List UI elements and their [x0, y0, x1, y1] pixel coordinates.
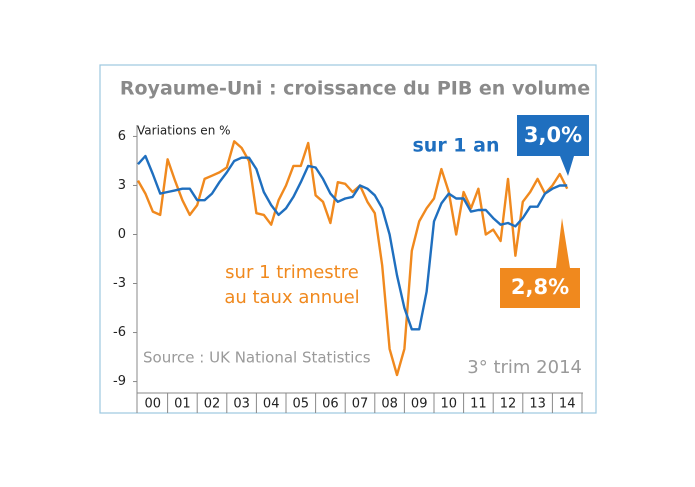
- x-tick-label: 09: [411, 397, 428, 412]
- x-tick-label: 03: [233, 397, 250, 412]
- series-line: [137, 154, 568, 331]
- callout-box: [500, 218, 580, 308]
- x-tick-label: 08: [381, 397, 398, 412]
- series-label: au taux annuel: [224, 287, 359, 308]
- x-tick-label: 05: [293, 397, 310, 412]
- x-tick-label: 14: [559, 397, 576, 412]
- x-tick-label: 00: [145, 397, 162, 412]
- x-tick-label: 07: [352, 397, 369, 412]
- x-tick-label: 06: [322, 397, 339, 412]
- callout-box: [517, 115, 589, 176]
- y-tick-label: -6: [113, 325, 126, 340]
- x-tick-label: 02: [204, 397, 221, 412]
- series-line: [136, 140, 569, 377]
- x-tick-label: 04: [263, 397, 280, 412]
- x-tick-label: 11: [470, 397, 487, 412]
- callout-text: 3,0%: [524, 123, 582, 147]
- y-tick-label: 6: [118, 129, 126, 144]
- chart-title: Royaume-Uni : croissance du PIB en volum…: [120, 78, 590, 100]
- series-label: sur 1 an: [412, 135, 499, 157]
- x-tick-label: 12: [500, 397, 517, 412]
- y-tick-label: -9: [113, 374, 126, 389]
- series-label: sur 1 trimestre: [225, 262, 359, 283]
- y-tick-label: 0: [118, 227, 126, 242]
- x-tick-label: 13: [529, 397, 546, 412]
- y-axis-label: Variations en %: [137, 124, 231, 138]
- period: 3° trim 2014: [467, 357, 582, 378]
- callout-text: 2,8%: [511, 275, 569, 299]
- y-tick-label: -3: [113, 276, 126, 291]
- source: Source : UK National Statistics: [143, 349, 371, 367]
- x-tick-label: 01: [174, 397, 191, 412]
- x-tick-label: 10: [441, 397, 458, 412]
- y-tick-label: 3: [118, 178, 126, 193]
